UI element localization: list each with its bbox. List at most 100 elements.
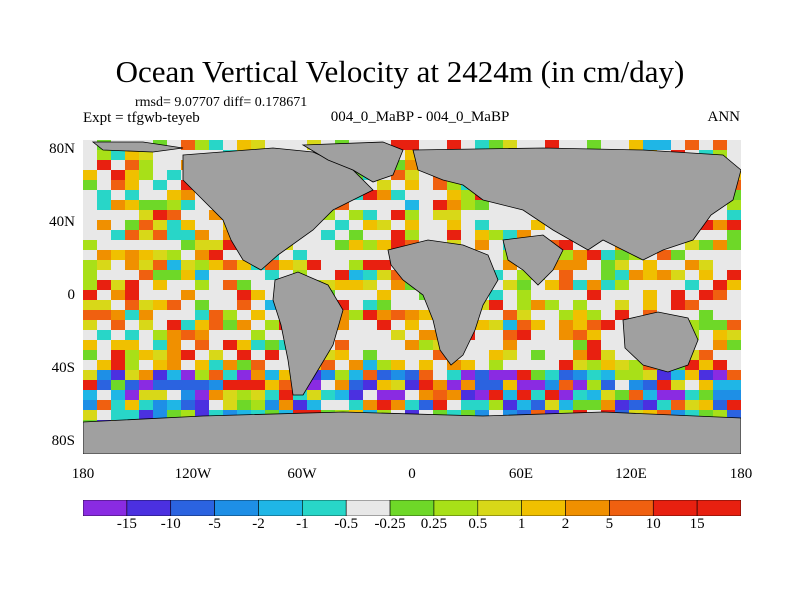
field-cell [237,400,251,410]
field-cell [363,200,377,210]
field-cell [349,380,363,390]
field-cell [83,260,97,270]
field-cell [125,230,139,240]
field-cell [167,210,181,220]
field-cell [349,350,363,360]
field-cell [503,350,517,360]
field-cell [111,370,125,380]
field-cell [363,360,377,370]
field-cell [559,280,573,290]
lat-tick-0: 0 [67,287,76,303]
field-cell [97,180,111,190]
field-cell [153,250,167,260]
field-cell [111,210,125,220]
field-cell [503,380,517,390]
field-cell [83,250,97,260]
field-cell [391,360,405,370]
field-cell [461,230,475,240]
field-cell [559,330,573,340]
field-cell [517,230,531,240]
field-cell [489,300,503,310]
field-cell [167,340,181,350]
field-cell [419,210,433,220]
field-cell [531,370,545,380]
field-cell [545,370,559,380]
field-cell [153,370,167,380]
field-cell [83,340,97,350]
field-cell [531,140,545,150]
field-cell [83,320,97,330]
field-cell [223,330,237,340]
field-cell [181,140,195,150]
field-cell [223,280,237,290]
field-cell [83,400,97,410]
field-cell [209,360,223,370]
field-cell [195,260,209,270]
field-cell [153,320,167,330]
field-cell [727,330,741,340]
field-cell [685,280,699,290]
field-cell [685,310,699,320]
field-cell [433,230,447,240]
field-cell [195,300,209,310]
field-cell [657,270,671,280]
season-label: ANN [707,109,741,125]
colorbar-swatch [170,500,215,516]
field-cell [97,330,111,340]
field-cell [391,310,405,320]
field-cell [559,260,573,270]
colorbar-label: -10 [160,516,181,532]
field-cell [405,140,419,150]
field-cell [727,240,741,250]
field-cell [167,140,181,150]
field-cell [405,190,419,200]
field-cell [489,330,503,340]
field-cell [111,350,125,360]
field-cell [251,280,265,290]
field-cell [727,370,741,380]
field-cell [97,270,111,280]
field-cell [433,360,447,370]
field-cell [251,330,265,340]
field-cell [405,200,419,210]
field-cell [559,370,573,380]
field-cell [195,290,209,300]
field-cell [167,160,181,170]
field-cell [559,350,573,360]
field-cell [433,190,447,200]
field-cell [377,190,391,200]
field-cell [587,320,601,330]
field-cell [699,400,713,410]
field-cell [279,250,293,260]
field-cell [181,310,195,320]
field-cell [83,170,97,180]
field-cell [293,250,307,260]
field-cell [377,370,391,380]
field-cell [489,340,503,350]
field-cell [573,370,587,380]
field-cell [195,330,209,340]
field-cell [97,210,111,220]
field-cell [629,390,643,400]
field-cell [223,380,237,390]
field-cell [699,240,713,250]
field-cell [83,140,97,150]
field-cell [111,240,125,250]
field-cell [685,320,699,330]
field-cell [517,400,531,410]
field-cell [349,270,363,280]
field-cell [265,260,279,270]
field-cell [489,290,503,300]
field-cell [643,290,657,300]
field-cell [405,330,419,340]
field-cell [181,210,195,220]
field-cell [503,300,517,310]
land-australia [622,311,699,373]
field-cell [629,140,643,150]
field-cell [251,340,265,350]
field-cell [391,220,405,230]
field-cell [475,340,489,350]
field-cell [601,350,615,360]
field-cell [139,230,153,240]
field-cell [125,300,139,310]
